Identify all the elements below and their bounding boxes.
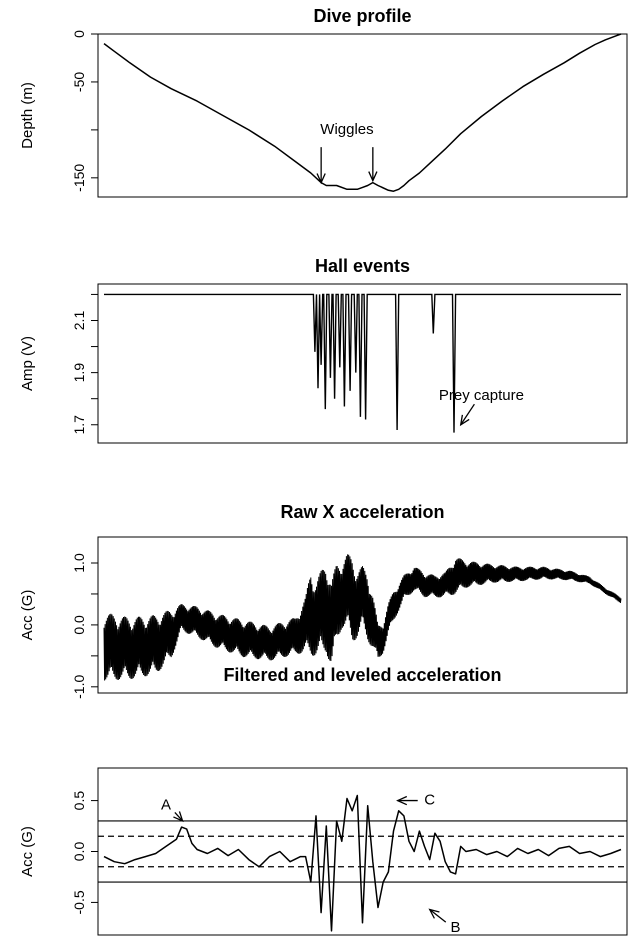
annotation-arrowhead [428,908,440,919]
plot-frame [97,283,628,444]
plot-frame [97,536,628,694]
plot-frame [97,33,628,198]
annotation-label: C [424,792,435,809]
annotation-label: B [451,919,461,936]
chart-title: Raw X acceleration [280,502,444,522]
y-tick-label: 1.0 [71,553,87,573]
panel-dive-profile: Dive profile Depth (m) 0 -50 -150 Wiggles [19,6,628,198]
annotation-arrow [460,403,475,426]
y-tick-label: 0.0 [71,615,87,635]
y-tick-label: 0 [71,30,87,38]
series-line [103,33,622,192]
annotation-arrowhead [459,414,470,427]
y-axis-label: Acc (G) [19,590,36,641]
series-line [103,293,622,433]
y-axis-label: Acc (G) [19,826,36,877]
y-tick-label: -0.5 [71,890,87,914]
panel-filtered-leveled-acceleration: Filtered and leveled acceleration Acc (G)… [19,665,628,936]
annotation-label: A [161,797,171,814]
annotation-label: Wiggles [320,121,373,138]
y-tick-label: -50 [71,72,87,92]
y-tick-label: 1.9 [71,363,87,383]
y-tick-label: -1.0 [71,675,87,699]
y-axis-label: Depth (m) [19,82,36,149]
series-line [103,794,622,932]
annotation-arrowhead [368,171,378,183]
annotation-label: Prey capture [439,387,524,404]
panel-raw-x-acceleration: Raw X acceleration Acc (G) -1.0 0.0 1.0 [19,502,628,699]
chart-title: Dive profile [313,6,411,26]
y-tick-label: -150 [71,164,87,192]
y-tick-label: 0.0 [71,842,87,862]
y-axis-label: Amp (V) [19,336,36,391]
annotation-arrowhead [173,811,184,823]
annotation-arrow [429,909,447,923]
chart-title: Filtered and leveled acceleration [223,665,501,685]
series-line [103,554,622,681]
y-tick-label: 0.5 [71,791,87,811]
annotation-arrow [174,812,184,822]
y-tick-label: 1.7 [71,415,87,435]
panel-hall-events: Hall events Amp (V) 1.7 1.9 2.1 Prey capture [19,256,628,444]
chart-title: Hall events [315,256,410,276]
annotation-arrowhead [396,795,408,806]
y-tick-label: 2.1 [71,311,87,331]
annotation-arrowhead [316,173,326,185]
